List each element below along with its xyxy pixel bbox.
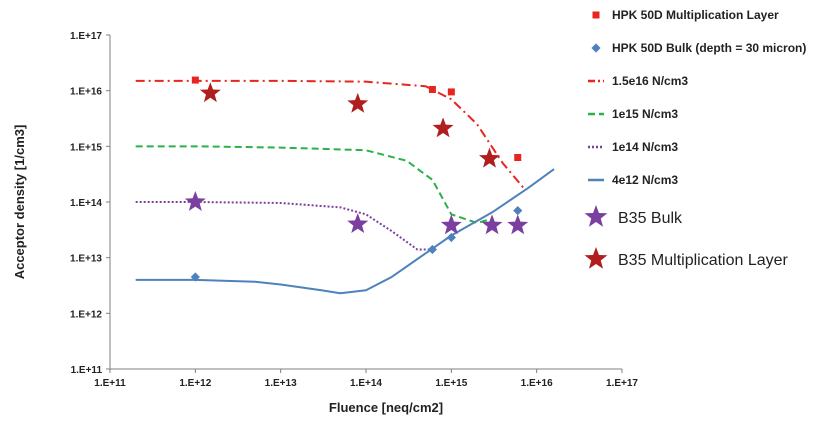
x-tick-label: 1.E+15	[435, 378, 467, 389]
x-tick-label: 1.E+13	[265, 378, 297, 389]
y-tick-label: 1.E+16	[70, 87, 102, 98]
legend-marker-square	[592, 11, 600, 19]
y-tick-label: 1.E+12	[70, 309, 102, 320]
legend-item: B35 Bulk	[584, 205, 683, 227]
data-point-star	[199, 82, 221, 103]
data-point-star	[347, 92, 369, 113]
data-point-star	[479, 147, 500, 168]
x-tick-label: 1.E+17	[606, 378, 638, 389]
axes: 1.E+11 1.E+12 1.E+13 1.E+14 1.E+15 1.E+16 1.E+…	[12, 31, 638, 415]
data-point-star	[347, 213, 369, 234]
data-point-star	[184, 191, 206, 211]
data-point-square	[191, 76, 199, 84]
legend-marker-star	[584, 205, 608, 227]
series-line	[135, 79, 525, 189]
y-tick-label: 1.E+14	[70, 198, 102, 209]
legend-label: 1.5e16 N/cm3	[612, 74, 688, 88]
legend-item: 1e15 N/cm3	[588, 107, 678, 121]
y-tick-label: 1.E+13	[70, 254, 102, 265]
legend-item: 1e14 N/cm3	[588, 140, 678, 154]
legend-item: 1.5e16 N/cm3	[588, 74, 688, 88]
data-point-star	[481, 214, 503, 235]
data-point-diamond	[190, 272, 200, 282]
x-axis-title: Fluence [neq/cm2]	[329, 400, 443, 415]
x-tick-label: 1.E+14	[350, 378, 382, 389]
data-point-star	[432, 117, 454, 138]
legend-label: 4e12 N/cm3	[612, 173, 678, 187]
legend-label: HPK 50D Bulk (depth = 30 micron)	[612, 41, 806, 55]
legend-item: 4e12 N/cm3	[588, 173, 678, 187]
legend-label: B35 Bulk	[618, 210, 683, 227]
x-tick-label: 1.E+11	[94, 378, 126, 389]
data-point-star	[440, 214, 462, 235]
x-tick-label: 1.E+16	[521, 378, 553, 389]
data-point-diamond	[427, 244, 438, 255]
legend-item: B35 Multiplication Layer	[584, 247, 789, 269]
data-point-star	[507, 214, 529, 235]
series-line	[135, 201, 433, 251]
y-tick-label: 1.E+11	[71, 365, 103, 376]
data-point-diamond	[513, 206, 523, 216]
legend-label: 1e14 N/cm3	[612, 140, 678, 154]
legend-label: B35 Multiplication Layer	[618, 252, 789, 269]
y-tick-label: 1.E+17	[70, 31, 102, 42]
data-point-square	[428, 85, 436, 93]
plot-area	[135, 76, 555, 295]
legend-label: HPK 50D Multiplication Layer	[612, 8, 779, 22]
y-axis-title: Acceptor density [1/cm3]	[12, 125, 27, 280]
legend-item: HPK 50D Multiplication Layer	[592, 8, 779, 22]
legend: HPK 50D Multiplication Layer HPK 50D Bulk…	[584, 8, 806, 269]
legend-marker-star	[584, 247, 608, 269]
series-line	[135, 145, 493, 224]
data-point-square	[447, 88, 455, 96]
legend-marker-diamond	[591, 43, 601, 53]
y-tick-label: 1.E+15	[70, 142, 102, 153]
legend-item: HPK 50D Bulk (depth = 30 micron)	[591, 41, 806, 55]
data-point-square	[514, 154, 522, 162]
series-line	[135, 168, 555, 295]
data-point-diamond	[446, 232, 456, 243]
x-tick-label: 1.E+12	[179, 378, 211, 389]
legend-label: 1e15 N/cm3	[612, 107, 678, 121]
